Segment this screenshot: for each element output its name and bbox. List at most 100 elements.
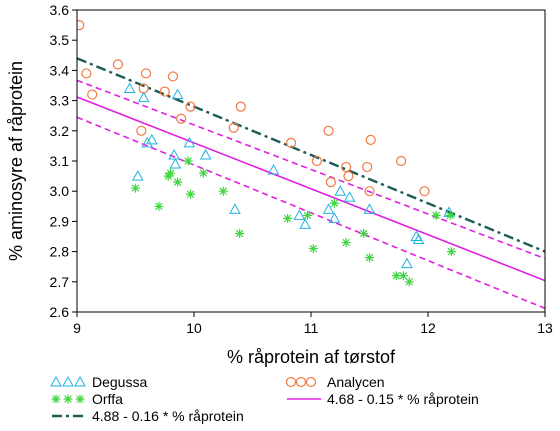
data-point xyxy=(325,177,336,188)
data-point xyxy=(173,177,183,187)
data-point xyxy=(138,83,149,94)
data-point xyxy=(81,68,92,79)
legend-marker xyxy=(50,375,62,387)
y-axis-title: % aminosyre af råprotein xyxy=(6,61,26,261)
data-point xyxy=(171,88,184,100)
series-degussa xyxy=(123,82,455,269)
y-tick-label: 2.7 xyxy=(50,274,70,290)
data-point xyxy=(235,101,246,112)
data-point xyxy=(362,161,373,173)
legend-marker xyxy=(74,375,86,387)
data-point xyxy=(112,59,124,70)
legend-marker xyxy=(305,376,317,388)
data-point xyxy=(218,186,228,196)
confidence-band-upper xyxy=(77,79,545,260)
y-tick-label: 2.9 xyxy=(50,213,70,229)
data-point xyxy=(341,161,352,173)
x-axis-title: % råprotein af tørstof xyxy=(227,347,396,367)
legend-marker xyxy=(75,394,85,404)
data-point xyxy=(131,183,140,193)
y-tick-label: 3.2 xyxy=(50,123,70,139)
x-axis: 9 10 11 12 13 xyxy=(73,312,553,336)
data-point xyxy=(183,136,196,148)
data-point xyxy=(364,186,375,197)
data-point xyxy=(167,71,179,82)
data-point xyxy=(359,228,369,238)
plot-frame xyxy=(76,9,546,313)
legend-item: 4.68 - 0.15 * % råprotein xyxy=(287,391,479,407)
data-point xyxy=(131,170,144,181)
data-point xyxy=(341,238,351,248)
data-point xyxy=(410,230,423,241)
data-point xyxy=(343,191,356,202)
data-point xyxy=(141,136,154,148)
legend-item: 4.88 - 0.16 * % råprotein xyxy=(52,408,244,424)
regression-line xyxy=(77,57,545,253)
data-point xyxy=(168,148,180,160)
data-point xyxy=(229,203,241,214)
data-point xyxy=(445,210,455,220)
legend-label: Orffa xyxy=(92,391,123,407)
y-tick-label: 2.6 xyxy=(50,304,70,320)
data-point xyxy=(323,125,334,136)
data-point xyxy=(419,186,430,197)
data-point xyxy=(146,133,158,145)
plot-content xyxy=(77,20,545,310)
data-point xyxy=(293,209,306,220)
y-tick-label: 3.3 xyxy=(50,93,70,109)
data-point xyxy=(267,164,280,175)
data-point xyxy=(198,168,208,178)
data-point xyxy=(328,212,341,223)
x-tick-label: 10 xyxy=(186,320,202,336)
data-point xyxy=(398,271,408,281)
data-point xyxy=(154,201,164,211)
data-point xyxy=(322,203,335,214)
data-point xyxy=(365,253,374,263)
data-point xyxy=(363,203,376,214)
data-point xyxy=(169,157,182,169)
y-tick-label: 3.4 xyxy=(50,62,70,78)
data-point xyxy=(412,233,425,245)
legend-marker xyxy=(63,394,73,404)
y-tick-label: 3.6 xyxy=(50,2,70,18)
data-point xyxy=(185,189,195,199)
y-axis: 2.6 2.7 2.8 2.9 3.0 3.1 3.2 3.3 3.4 3.5 3.6 xyxy=(50,2,77,320)
data-point xyxy=(395,155,407,167)
data-point xyxy=(228,122,239,133)
data-point xyxy=(183,156,193,166)
confidence-band-lower xyxy=(77,116,545,310)
y-tick-label: 2.8 xyxy=(50,244,70,260)
data-point xyxy=(140,68,152,79)
y-tick-label: 3.0 xyxy=(50,183,70,199)
regression-line xyxy=(77,96,545,282)
x-tick-label: 13 xyxy=(537,320,553,336)
data-point xyxy=(176,113,187,124)
legend-label: 4.68 - 0.15 * % råprotein xyxy=(327,391,479,407)
data-point xyxy=(391,271,401,281)
legend-marker xyxy=(51,394,61,404)
legend-item: Degussa xyxy=(50,374,147,390)
data-point xyxy=(235,228,245,238)
legend-label: Analycen xyxy=(327,374,385,390)
data-point xyxy=(311,155,322,167)
series-analycen xyxy=(77,20,430,197)
data-point xyxy=(77,20,85,31)
data-point xyxy=(286,137,297,148)
data-point xyxy=(431,210,441,220)
legend-label: Degussa xyxy=(92,374,147,390)
y-tick-label: 3.1 xyxy=(50,153,70,169)
data-point xyxy=(123,82,136,94)
data-point xyxy=(185,101,196,112)
x-tick-label: 11 xyxy=(304,320,319,336)
data-point xyxy=(137,91,150,103)
data-point xyxy=(166,168,176,178)
data-point xyxy=(329,198,339,208)
data-point xyxy=(308,244,318,254)
legend-item: Orffa xyxy=(51,391,123,407)
data-point xyxy=(159,86,170,97)
legend-marker xyxy=(62,375,74,387)
data-point xyxy=(302,210,312,220)
data-point xyxy=(446,247,456,257)
data-point xyxy=(401,257,413,269)
